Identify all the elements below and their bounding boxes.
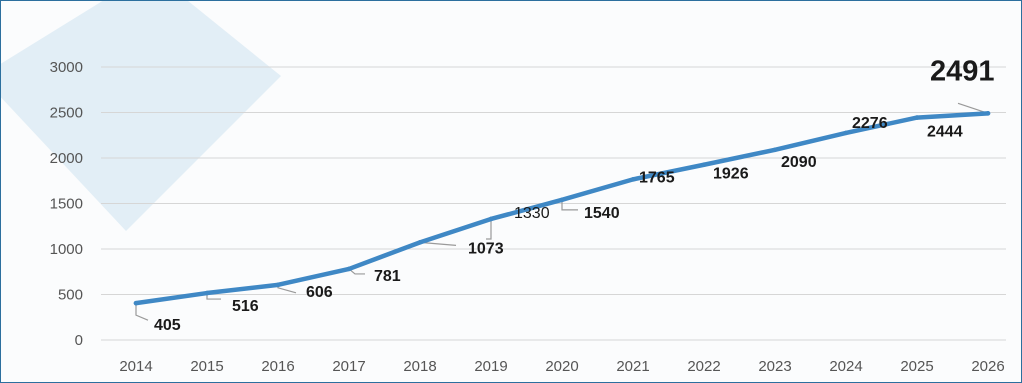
gridlines bbox=[101, 66, 1006, 341]
data-point bbox=[559, 197, 565, 203]
label-leader-lines bbox=[135, 102, 986, 321]
x-tick-label: 2021 bbox=[616, 358, 649, 375]
x-tick-label: 2018 bbox=[403, 358, 436, 375]
data-label: 2444 bbox=[927, 124, 963, 141]
data-label: 1926 bbox=[713, 166, 749, 183]
y-tick-label: 2500 bbox=[50, 105, 83, 122]
y-tick-label: 2000 bbox=[50, 150, 83, 167]
leader-line bbox=[419, 241, 457, 246]
x-tick-label: 2016 bbox=[261, 358, 294, 375]
x-tick-label: 2025 bbox=[900, 358, 933, 375]
data-point bbox=[630, 177, 636, 182]
y-axis: 0 500 1000 1500 2000 2500 3000 bbox=[50, 59, 83, 349]
x-tick-label: 2015 bbox=[190, 358, 223, 375]
data-point bbox=[275, 282, 281, 288]
data-label: 781 bbox=[374, 268, 401, 285]
data-point bbox=[701, 162, 707, 168]
data-label: 2491 bbox=[930, 55, 995, 87]
data-label: 1073 bbox=[468, 240, 504, 257]
y-tick-label: 1000 bbox=[50, 241, 83, 258]
x-tick-label: 2019 bbox=[474, 358, 507, 375]
data-label: 2276 bbox=[852, 115, 888, 132]
series-line bbox=[133, 111, 991, 306]
data-labels: 405 516 606 781 1073 1330 1540 1765 1926 2090 2276… bbox=[154, 55, 995, 334]
data-point bbox=[488, 216, 494, 222]
data-point bbox=[985, 111, 991, 116]
data-point bbox=[417, 240, 423, 245]
data-label: 1765 bbox=[639, 169, 675, 186]
x-tick-label: 2014 bbox=[119, 358, 152, 375]
data-label: 1330 bbox=[514, 205, 550, 222]
data-point bbox=[346, 266, 352, 272]
y-tick-label: 3000 bbox=[50, 59, 83, 76]
data-label: 516 bbox=[232, 298, 259, 315]
data-point bbox=[204, 290, 210, 296]
data-label: 2090 bbox=[781, 154, 817, 171]
leader-line bbox=[561, 199, 578, 211]
x-tick-label: 2023 bbox=[758, 358, 791, 375]
x-tick-label: 2020 bbox=[545, 358, 578, 375]
y-tick-label: 1500 bbox=[50, 196, 83, 213]
x-tick-label: 2022 bbox=[687, 358, 720, 375]
x-tick-label: 2017 bbox=[332, 358, 365, 375]
x-tick-label: 2024 bbox=[829, 358, 862, 375]
data-label: 1540 bbox=[584, 205, 620, 222]
x-axis: 2014 2015 2016 2017 2018 2019 2020 2021 2022 2023… bbox=[119, 358, 1004, 375]
leader-line bbox=[348, 268, 365, 275]
data-point bbox=[843, 130, 849, 136]
leader-line bbox=[957, 102, 986, 113]
y-tick-label: 0 bbox=[75, 332, 83, 349]
leader-line bbox=[486, 218, 492, 240]
data-point bbox=[914, 115, 920, 120]
leader-line bbox=[135, 303, 149, 321]
data-label: 405 bbox=[154, 317, 181, 334]
data-point bbox=[133, 300, 139, 306]
x-tick-label: 2026 bbox=[971, 358, 1004, 375]
background-diamond-shape bbox=[1, 1, 281, 231]
y-tick-label: 500 bbox=[58, 287, 83, 304]
data-label: 606 bbox=[306, 284, 333, 301]
data-point bbox=[772, 147, 778, 153]
